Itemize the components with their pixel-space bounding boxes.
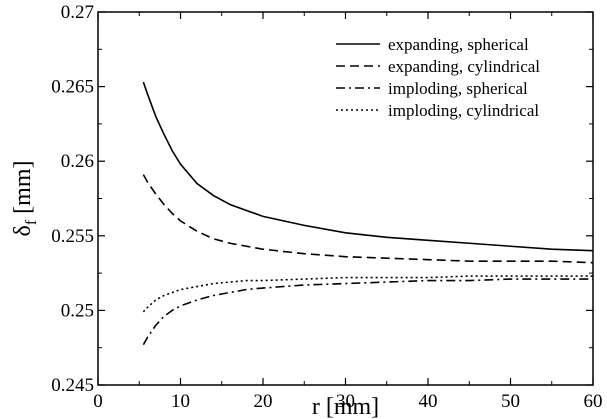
- legend-label-2: expanding, cylindrical: [388, 57, 540, 76]
- x-axis-label: r [mm]: [312, 394, 379, 419]
- legend-label-1: expanding, spherical: [388, 35, 529, 54]
- ticks-layer: 0 10 20 30 40 50 60 0.245 0.25 0.255 0.26 0.265 0.27: [51, 2, 602, 412]
- series-layer: [142, 81, 594, 346]
- x-tick-label: 60: [584, 391, 603, 412]
- x-tick-label: 40: [419, 391, 438, 412]
- x-tick-label: 0: [93, 391, 103, 412]
- x-tick-label: 30: [336, 391, 355, 412]
- y-tick-label: 0.245: [51, 375, 94, 396]
- y-axis-label-subscript: f: [23, 219, 40, 225]
- series-line-2: [142, 174, 594, 264]
- legend-label-4: imploding, cylindrical: [388, 101, 539, 120]
- y-tick-label: 0.25: [61, 300, 94, 321]
- series-line-4: [142, 275, 593, 313]
- series-line-1: [142, 81, 594, 252]
- y-axis-label: δf [mm]: [10, 161, 40, 237]
- series-line-3: [142, 278, 593, 346]
- x-tick-label: 50: [501, 391, 520, 412]
- x-tick-label: 10: [171, 391, 190, 412]
- y-tick-label: 0.27: [61, 2, 94, 23]
- legend: expanding, spherical expanding, cylindric…: [336, 35, 540, 120]
- y-tick-label: 0.26: [61, 151, 94, 172]
- y-axis-label-unit: [mm]: [10, 161, 36, 220]
- legend-label-3: imploding, spherical: [388, 79, 528, 98]
- y-axis-label-symbol: δ: [10, 225, 36, 236]
- y-tick-label: 0.265: [51, 77, 94, 98]
- y-tick-label: 0.255: [51, 226, 94, 247]
- x-tick-label: 20: [254, 391, 273, 412]
